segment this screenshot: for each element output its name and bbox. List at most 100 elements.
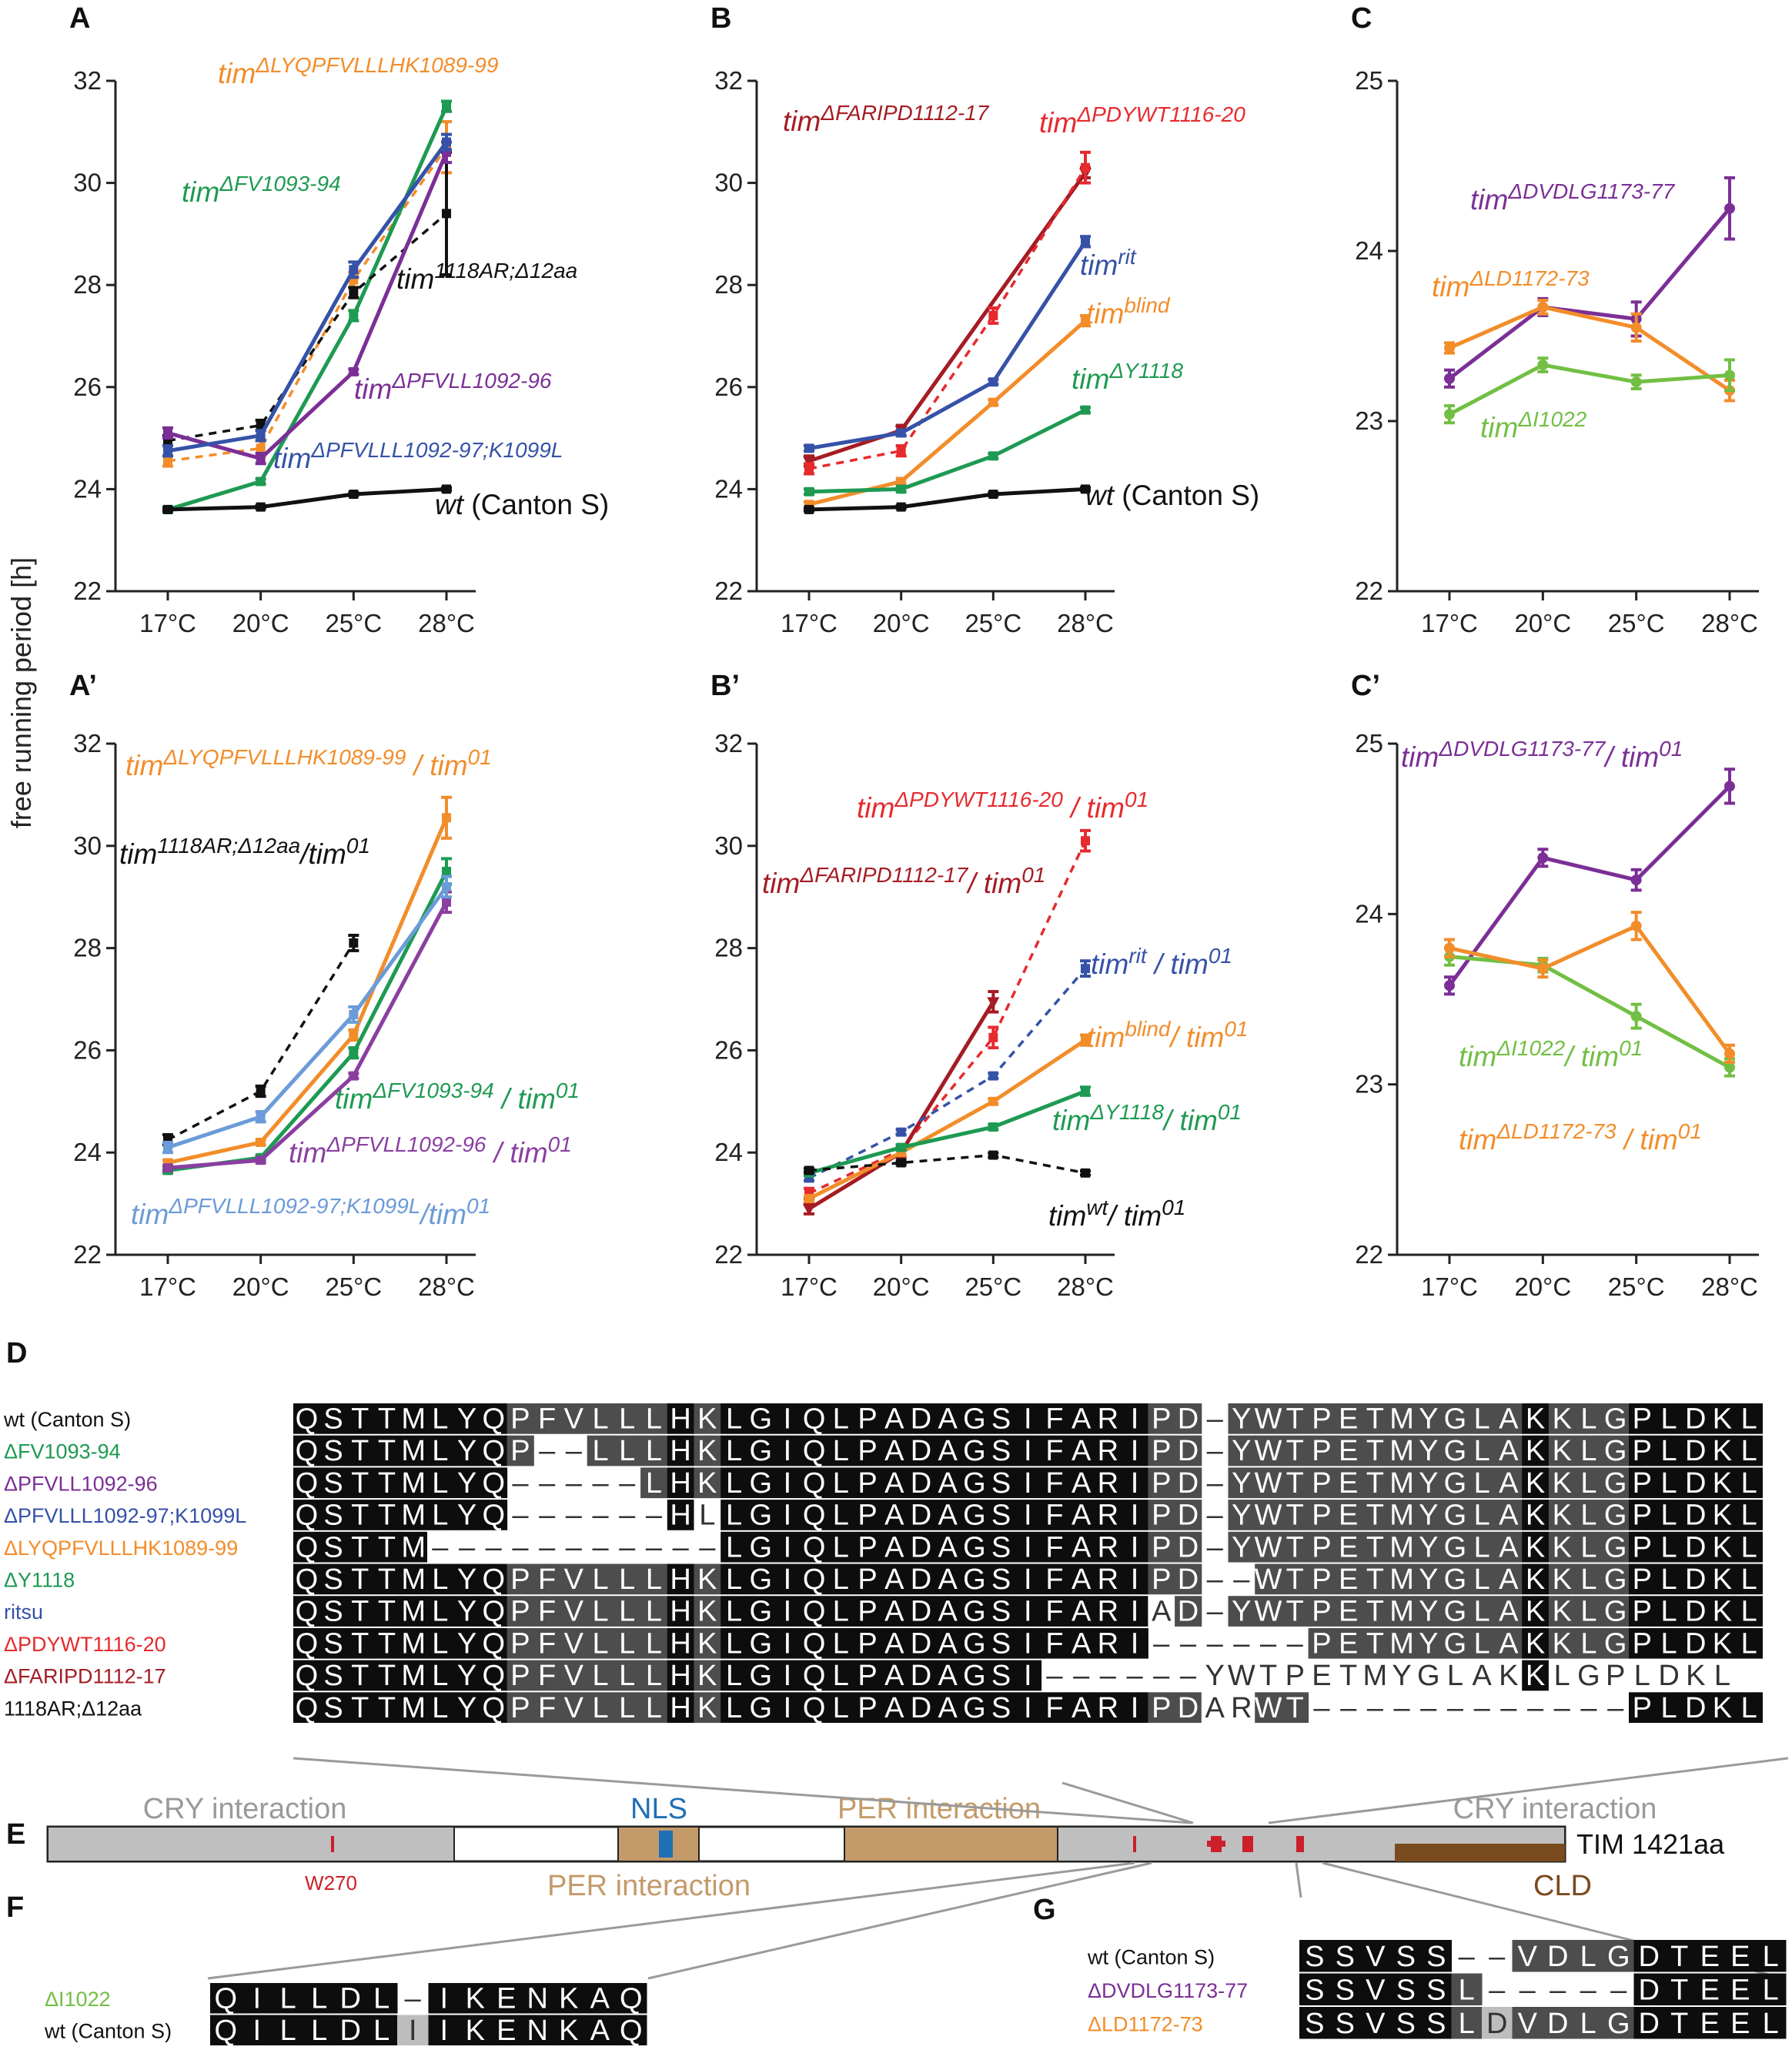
residue-char: I bbox=[784, 1500, 792, 1532]
residue-cell bbox=[640, 1660, 668, 1691]
residue-cell bbox=[480, 1403, 508, 1434]
residue-cell bbox=[1148, 1435, 1175, 1466]
residue-cell bbox=[335, 1983, 366, 2014]
data-point bbox=[1081, 405, 1090, 415]
residue-char: F bbox=[1045, 1435, 1063, 1467]
residue-cell bbox=[720, 1563, 748, 1595]
residue-char: A bbox=[1499, 1435, 1519, 1467]
residue-char: G bbox=[1444, 1500, 1467, 1532]
series-label-base: wt bbox=[1085, 480, 1115, 511]
series-line bbox=[1449, 923, 1732, 1055]
residue-char: S bbox=[991, 1627, 1011, 1660]
residue-char: I bbox=[1131, 1467, 1139, 1500]
residue-cell bbox=[1682, 1563, 1710, 1595]
residue-cell bbox=[1495, 1627, 1523, 1659]
x-tick-label: 17°C bbox=[781, 1272, 837, 1301]
residue-cell bbox=[1655, 1531, 1683, 1563]
residue-cell bbox=[366, 1983, 398, 2014]
series-label-sup: wt bbox=[1086, 1196, 1108, 1219]
residue-cell bbox=[1390, 2007, 1422, 2039]
residue-cell bbox=[774, 1596, 801, 1627]
residue-cell bbox=[1709, 1692, 1737, 1723]
residue-cell bbox=[1482, 2007, 1513, 2039]
data-point bbox=[1081, 236, 1090, 246]
series-label: timΔLYQPFVLLLHK1089-99 / tim01 bbox=[125, 745, 492, 781]
data-point bbox=[804, 1165, 814, 1175]
residue-cell bbox=[801, 1596, 828, 1627]
data-point bbox=[1630, 376, 1642, 388]
residue-char: – bbox=[459, 1531, 476, 1563]
residue-char: L bbox=[646, 1403, 662, 1436]
residue-char: Q bbox=[803, 1531, 826, 1563]
residue-cell bbox=[293, 1660, 321, 1691]
alignment-row-label: ΔLD1172-73 bbox=[1088, 2012, 1203, 2035]
residue-char: Q bbox=[296, 1563, 319, 1596]
series-label-sup: ΔDVDLG1173-77 bbox=[1438, 737, 1606, 761]
residue-char: S bbox=[1336, 2008, 1355, 2040]
residue-cell bbox=[1095, 1692, 1122, 1723]
residue-cell bbox=[774, 1435, 801, 1466]
series-label: wt (Canton S) bbox=[1085, 480, 1259, 511]
residue-char: G bbox=[749, 1660, 772, 1692]
residue-char: A bbox=[938, 1435, 958, 1467]
residue-char: F bbox=[538, 1660, 556, 1692]
residue-cell bbox=[1255, 1500, 1282, 1530]
y-tick-label: 28 bbox=[73, 934, 102, 962]
nls-region bbox=[659, 1831, 673, 1858]
residue-char: L bbox=[619, 1596, 635, 1628]
residue-char: L bbox=[1554, 1660, 1570, 1692]
residue-cell bbox=[560, 1627, 588, 1659]
residue-cell bbox=[1602, 1467, 1630, 1499]
residue-cell bbox=[774, 1563, 801, 1595]
data-point bbox=[349, 1071, 359, 1081]
residue-cell bbox=[881, 1563, 908, 1595]
residue-char: Q bbox=[296, 1435, 319, 1467]
residue-cell bbox=[988, 1467, 1015, 1499]
residue-cell bbox=[1629, 1627, 1657, 1659]
residue-cell bbox=[293, 1403, 321, 1434]
residue-cell bbox=[1415, 1596, 1443, 1627]
series-label-base: tim bbox=[1072, 363, 1109, 395]
residue-cell bbox=[1299, 1940, 1330, 1972]
residue-cell bbox=[272, 2015, 304, 2045]
series-label: timblind/ tim01 bbox=[1087, 1017, 1249, 1053]
residue-cell bbox=[1735, 1531, 1763, 1563]
residue-char: L bbox=[1660, 1627, 1677, 1660]
residue-char: – bbox=[1073, 1660, 1090, 1692]
residue-char: T bbox=[1366, 1627, 1384, 1660]
y-tick-label: 23 bbox=[1355, 406, 1383, 435]
x-tick-label: 25°C bbox=[1608, 609, 1665, 637]
residue-cell bbox=[854, 1467, 881, 1499]
residue-char: A bbox=[1499, 1531, 1519, 1563]
y-tick-label: 25 bbox=[1355, 66, 1383, 95]
residue-cell bbox=[1415, 1500, 1443, 1530]
residue-char: G bbox=[749, 1563, 772, 1596]
x-tick-label: 17°C bbox=[1421, 609, 1478, 637]
series-label-base: tim bbox=[125, 750, 163, 781]
residue-char: I bbox=[784, 1660, 792, 1692]
residue-char: E bbox=[1339, 1500, 1358, 1532]
residue-char: K bbox=[697, 1627, 717, 1660]
residue-char: K bbox=[466, 2015, 485, 2047]
connector-line bbox=[1295, 1862, 1302, 1898]
residue-cell bbox=[1308, 1403, 1336, 1434]
residue-char: S bbox=[323, 1660, 343, 1692]
residue-cell bbox=[319, 1403, 347, 1434]
residue-char: S bbox=[323, 1531, 343, 1563]
residue-char: K bbox=[1553, 1467, 1572, 1500]
data-point bbox=[256, 502, 266, 512]
residue-char: D bbox=[1685, 1500, 1706, 1532]
residue-cell bbox=[1388, 1467, 1416, 1499]
residue-char: H bbox=[670, 1435, 690, 1467]
series-line bbox=[808, 319, 1087, 507]
residue-char: L bbox=[833, 1692, 849, 1724]
residue-char: P bbox=[1152, 1531, 1171, 1563]
residue-cell bbox=[507, 1692, 534, 1723]
residue-char: Q bbox=[620, 1982, 643, 2015]
residue-cell bbox=[640, 1403, 668, 1434]
residue-cell bbox=[1175, 1563, 1202, 1595]
residue-cell bbox=[1148, 1403, 1175, 1434]
series-label-sup: rit bbox=[1128, 944, 1148, 968]
residue-char: D bbox=[911, 1660, 931, 1692]
residue-char: I bbox=[252, 2015, 261, 2047]
